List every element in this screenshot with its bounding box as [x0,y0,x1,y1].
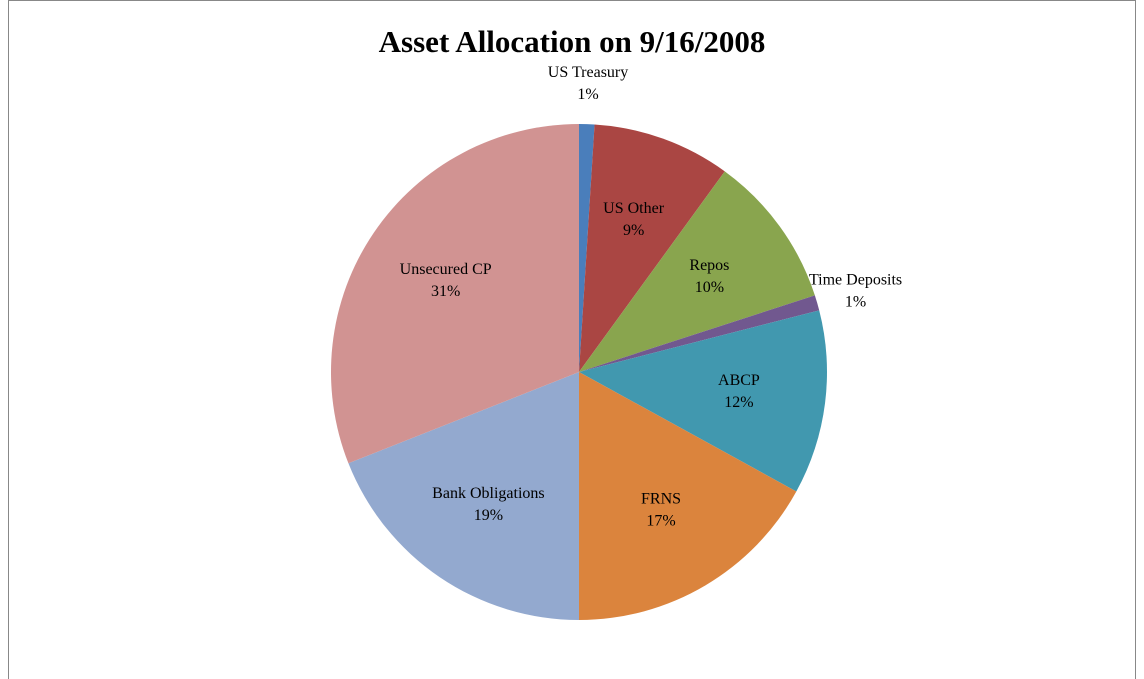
slice-label: Time Deposits [809,271,902,288]
pie-slice [579,372,797,620]
pie-slice [348,372,579,620]
pie-slice [579,124,595,372]
slice-value-label: 1% [577,86,598,103]
slice-value-label: 10% [695,279,724,296]
slice-value-label: 9% [623,222,644,239]
slice-label: US Other [603,200,665,217]
chart-title: Asset Allocation on 9/16/2008 [379,24,766,59]
pie-slice [579,171,815,372]
slice-label: ABCP [718,372,760,389]
slice-value-label: 19% [474,507,503,524]
slice-value-label: 17% [646,512,675,529]
slice-label: Unsecured CP [400,261,492,278]
pie-slice [579,310,827,492]
slice-value-label: 31% [431,283,460,300]
pie-slice [579,124,725,372]
slice-label: FRNS [641,490,681,507]
pie-slice [331,124,579,464]
pie-slice [579,295,820,372]
slice-label: US Treasury [548,64,628,81]
slice-label: Bank Obligations [432,485,544,502]
slice-value-label: 1% [845,293,866,310]
slice-label: Repos [689,257,729,274]
slice-value-label: 12% [724,394,753,411]
